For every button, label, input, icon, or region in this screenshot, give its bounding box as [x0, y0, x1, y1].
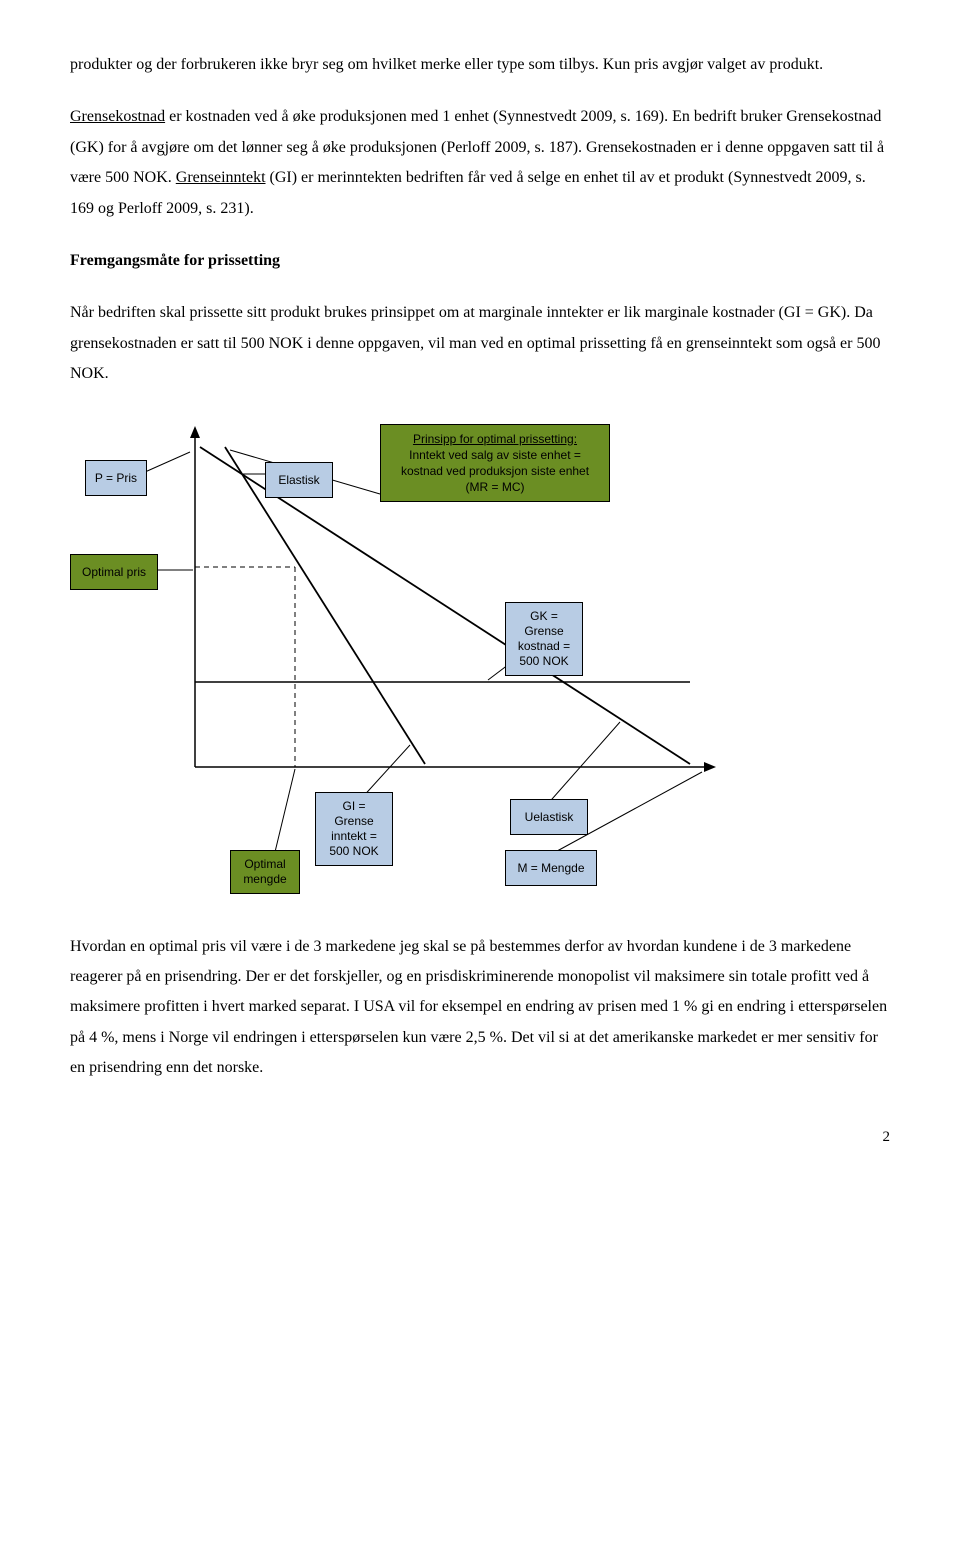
- label-gi: GI = Grense inntekt = 500 NOK: [315, 792, 393, 866]
- principle-title: Prinsipp for optimal prissetting:: [413, 432, 577, 446]
- pricing-diagram: P = Pris Elastisk Prinsipp for optimal p…: [70, 412, 890, 902]
- page-number: 2: [70, 1123, 890, 1152]
- label-uelastisk: Uelastisk: [510, 799, 588, 836]
- term-grenseinntekt: Grenseinntekt: [176, 169, 266, 186]
- term-grensekostnad: Grensekostnad: [70, 108, 165, 125]
- label-elastisk: Elastisk: [265, 462, 333, 499]
- paragraph-2: Grensekostnad er kostnaden ved å øke pro…: [70, 102, 890, 224]
- paragraph-1: produkter og der forbrukeren ikke bryr s…: [70, 50, 890, 80]
- label-p-pris: P = Pris: [85, 460, 147, 497]
- label-optimal-pris: Optimal pris: [70, 554, 158, 591]
- label-gk: GK = Grense kostnad = 500 NOK: [505, 602, 583, 676]
- section-heading: Fremgangsmåte for prissetting: [70, 246, 890, 276]
- paragraph-3: Når bedriften skal prissette sitt produk…: [70, 298, 890, 389]
- paragraph-4: Hvordan en optimal pris vil være i de 3 …: [70, 932, 890, 1084]
- principle-body: Inntekt ved salg av siste enhet = kostna…: [401, 448, 589, 494]
- label-principle: Prinsipp for optimal prissetting: Inntek…: [380, 424, 610, 503]
- label-m-mengde: M = Mengde: [505, 850, 597, 887]
- label-optimal-mengde: Optimal mengde: [230, 850, 300, 894]
